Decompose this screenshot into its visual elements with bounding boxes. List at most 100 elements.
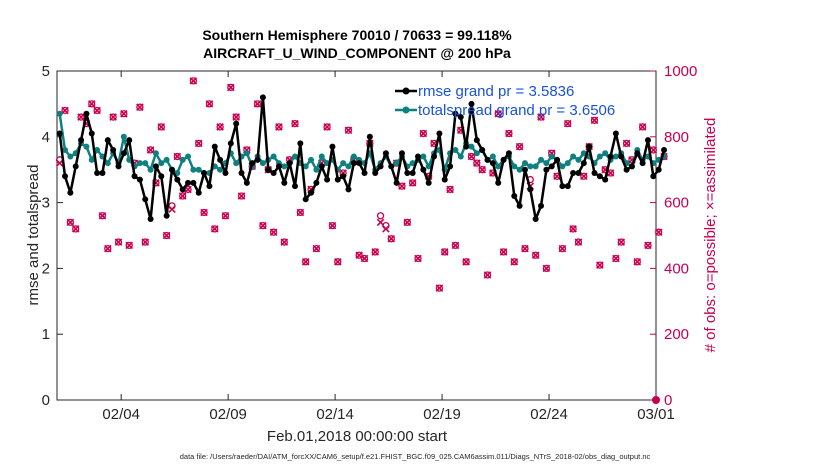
- obs-possible-point: [505, 129, 513, 138]
- x-tick-label: 03/01: [637, 406, 675, 423]
- totalspread-point: [147, 166, 154, 173]
- obs-assimilated-point: [61, 106, 69, 115]
- totalspread-point: [104, 160, 111, 167]
- rmse-point: [120, 150, 127, 157]
- obs-assimilated-point: [483, 271, 492, 279]
- rmse-point: [586, 143, 593, 150]
- totalspread-point: [495, 163, 502, 170]
- totalspread-point: [185, 153, 192, 160]
- chart-title-line2: AIRCRAFT_U_WIND_COMPONENT @ 200 hPa: [203, 45, 511, 61]
- rmse-point: [661, 146, 668, 153]
- rmse-point: [436, 130, 443, 137]
- obs-possible-point: [125, 241, 133, 250]
- obs-assimilated-point: [473, 159, 481, 167]
- obs-possible-point: [617, 238, 625, 246]
- legend-spread-marker: [402, 106, 410, 114]
- totalspread-point: [83, 143, 90, 150]
- rmse-point: [538, 202, 545, 209]
- rmse-point: [78, 137, 85, 144]
- rmse-point: [404, 169, 411, 176]
- obs-possible-point: [387, 235, 395, 243]
- totalspread-point: [56, 110, 63, 117]
- obs-possible-point: [189, 77, 198, 85]
- rmse-point: [618, 153, 625, 160]
- rmse-point: [131, 173, 138, 180]
- obs-assimilated-point: [505, 129, 513, 138]
- legend: rmse grand pr = 3.5836 totalspread grand…: [395, 83, 615, 119]
- rmse-point: [254, 156, 261, 163]
- right-tick-label: 800: [664, 129, 689, 146]
- rmse-point: [377, 163, 384, 170]
- obs-possible-point: [114, 238, 123, 246]
- rmse-point: [516, 202, 523, 209]
- obs-possible-point: [173, 152, 181, 161]
- obs-assimilated-point: [462, 258, 470, 266]
- obs-assimilated-point: [189, 77, 198, 85]
- totalspread-point: [67, 153, 74, 160]
- obs-possible-point: [200, 208, 208, 217]
- rmse-point: [463, 143, 470, 150]
- obs-assimilated-point: [55, 159, 64, 167]
- obs-assimilated-point: [125, 241, 133, 250]
- obs-possible-point: [371, 248, 379, 256]
- obs-assimilated-point: [71, 225, 80, 233]
- rmse-point: [94, 169, 101, 176]
- obs-assimilated-point: [269, 228, 278, 236]
- obs-assimilated-point: [440, 248, 449, 256]
- obs-assimilated-point: [419, 129, 428, 138]
- totalspread-point: [345, 163, 352, 170]
- totalspread-point: [158, 160, 165, 167]
- rmse-point: [318, 163, 325, 170]
- rmse-point: [152, 163, 159, 170]
- chart-title-line1: Southern Hemisphere 70010 / 70633 = 99.1…: [202, 27, 512, 43]
- rmse-point: [249, 160, 256, 167]
- obs-possible-point: [93, 106, 101, 115]
- obs-assimilated-point: [328, 221, 337, 230]
- obs-possible-point: [596, 261, 604, 269]
- obs-assimilated-point: [146, 146, 155, 154]
- totalspread-point: [291, 153, 298, 160]
- obs-assimilated-point: [537, 113, 545, 121]
- rmse-point: [564, 183, 571, 190]
- obs-possible-point: [542, 264, 551, 273]
- rmse-point: [580, 160, 587, 167]
- obs-possible-point: [537, 113, 545, 121]
- obs-assimilated-point: [414, 254, 422, 263]
- totalspread-point: [243, 150, 250, 157]
- obs-possible-point: [88, 100, 96, 108]
- rmse-point: [639, 160, 646, 167]
- rmse-point: [575, 169, 582, 176]
- rmse-point: [527, 186, 534, 193]
- totalspread-point: [302, 163, 309, 170]
- rmse-point: [505, 150, 512, 157]
- obs-assimilated-point: [77, 113, 85, 121]
- obs-assimilated-point: [205, 100, 214, 108]
- rmse-point: [484, 156, 491, 163]
- rmse-point: [644, 137, 651, 144]
- obs-assimilated-point: [398, 182, 406, 190]
- rmse-point: [602, 176, 609, 183]
- obs-possible-point: [446, 185, 454, 194]
- rmse-point: [441, 176, 448, 183]
- rmse-point: [211, 143, 218, 150]
- obs-assimilated-point: [467, 152, 476, 161]
- totalspread-point: [163, 156, 170, 163]
- obs-assimilated-point: [435, 284, 444, 292]
- obs-possible-point: [120, 110, 128, 118]
- totalspread-point: [259, 160, 266, 167]
- obs-possible-point: [77, 113, 85, 121]
- x-tick-label: 02/09: [209, 406, 247, 423]
- left-axis: 0 1 2 3 4 5: [42, 63, 63, 409]
- obs-possible-point: [334, 258, 342, 266]
- obs-possible-point: [232, 113, 240, 121]
- obs-assimilated-point: [580, 172, 588, 181]
- obs-possible-point: [195, 139, 203, 148]
- obs-assimilated-point: [376, 218, 385, 227]
- obs-possible-point: [162, 231, 171, 240]
- right-axis: 0 200 400 600 800 1000: [650, 63, 697, 409]
- obs-assimilated-point: [622, 139, 631, 148]
- data-file-footer: data file: /Users/raeder/DAI/ATM_forcXX/…: [180, 452, 651, 461]
- obs-assimilated-point: [494, 110, 502, 118]
- obs-possible-point: [152, 179, 160, 187]
